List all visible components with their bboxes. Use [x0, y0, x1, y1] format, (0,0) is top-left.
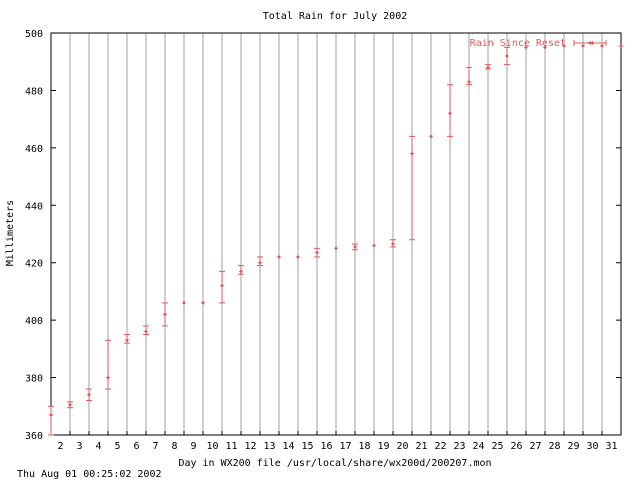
x-tick-label: 21 [415, 441, 427, 452]
footer-timestamp: Thu Aug 01 00:25:02 2002 [17, 469, 162, 480]
x-tick-label: 19 [377, 441, 389, 452]
x-tick-label: 31 [605, 441, 617, 452]
x-tick-label: 20 [396, 441, 408, 452]
data-point [49, 412, 53, 417]
x-tick-label: 18 [358, 441, 370, 452]
x-tick-label: 12 [244, 441, 256, 452]
grid-lines [50, 33, 603, 435]
x-tick-label: 27 [529, 441, 541, 452]
data-point [353, 244, 357, 249]
data-point [562, 43, 566, 48]
data-point [467, 79, 471, 84]
data-point [448, 111, 452, 116]
x-tick-labels: 2 3 4 5 6 7 8 9 10 11 12 13 14 15 16 17 18 19 20 21 22 23 24 25… [57, 441, 617, 452]
data-point [372, 243, 376, 248]
data-point [144, 329, 148, 334]
data-point [277, 254, 281, 259]
axis-ticks [50, 32, 621, 436]
x-tick-label: 7 [152, 441, 158, 452]
y-tick-labels: 360 380 400 420 440 460 480 500 [25, 29, 43, 442]
y-tick-label: 400 [25, 316, 43, 327]
legend-sample-marker [588, 41, 592, 45]
y-tick-label: 420 [25, 259, 43, 270]
data-point [163, 312, 167, 317]
data-point [220, 283, 224, 288]
x-tick-label: 16 [320, 441, 332, 452]
x-tick-label: 28 [548, 441, 560, 452]
x-tick-label: 15 [301, 441, 313, 452]
data-point [315, 250, 319, 255]
data-point [201, 300, 205, 305]
y-tick-label: 460 [25, 144, 43, 155]
data-point [125, 338, 129, 343]
data-point [239, 269, 243, 274]
legend-label: Rain Since Reset [470, 38, 566, 49]
x-tick-label: 2 [57, 441, 63, 452]
x-tick-label: 5 [114, 441, 120, 452]
x-tick-label: 24 [472, 441, 484, 452]
data-point [106, 375, 110, 380]
x-tick-label: 4 [95, 441, 101, 452]
x-tick-label: 11 [225, 441, 237, 452]
x-tick-label: 3 [76, 441, 82, 452]
x-tick-label: 8 [171, 441, 177, 452]
y-tick-label: 480 [25, 86, 43, 97]
data-point [258, 260, 262, 265]
data-point [619, 43, 623, 48]
x-tick-label: 10 [206, 441, 218, 452]
x-tick-label: 14 [282, 441, 294, 452]
x-axis-label: Day in WX200 file /usr/local/share/wx200… [178, 458, 491, 469]
data-point [524, 45, 528, 50]
data-point [182, 300, 186, 305]
x-tick-label: 29 [567, 441, 579, 452]
chart-title: Total Rain for July 2002 [263, 11, 408, 22]
y-tick-label: 500 [25, 29, 43, 40]
data-point [410, 151, 414, 156]
x-tick-label: 17 [339, 441, 351, 452]
x-tick-label: 25 [491, 441, 503, 452]
data-point [391, 242, 395, 247]
legend: Rain Since Reset [470, 38, 607, 49]
y-tick-label: 440 [25, 201, 43, 212]
data-point [505, 53, 509, 58]
x-tick-label: 26 [510, 441, 522, 452]
data-point [486, 65, 490, 70]
x-tick-label: 30 [586, 441, 598, 452]
data-point [68, 402, 72, 407]
y-tick-label: 360 [25, 431, 43, 442]
x-tick-label: 6 [133, 441, 139, 452]
data-point [429, 134, 433, 139]
x-tick-label: 9 [190, 441, 196, 452]
x-tick-label: 22 [434, 441, 446, 452]
data-point [581, 43, 585, 48]
data-point [334, 246, 338, 251]
data-point [87, 392, 91, 397]
data-point [296, 254, 300, 259]
x-tick-label: 13 [263, 441, 275, 452]
x-tick-label: 23 [453, 441, 465, 452]
data-point [543, 45, 547, 50]
y-tick-label: 380 [25, 374, 43, 385]
y-axis-label: Millimeters [5, 200, 16, 266]
series-marks [48, 41, 623, 436]
data-point [600, 43, 604, 48]
